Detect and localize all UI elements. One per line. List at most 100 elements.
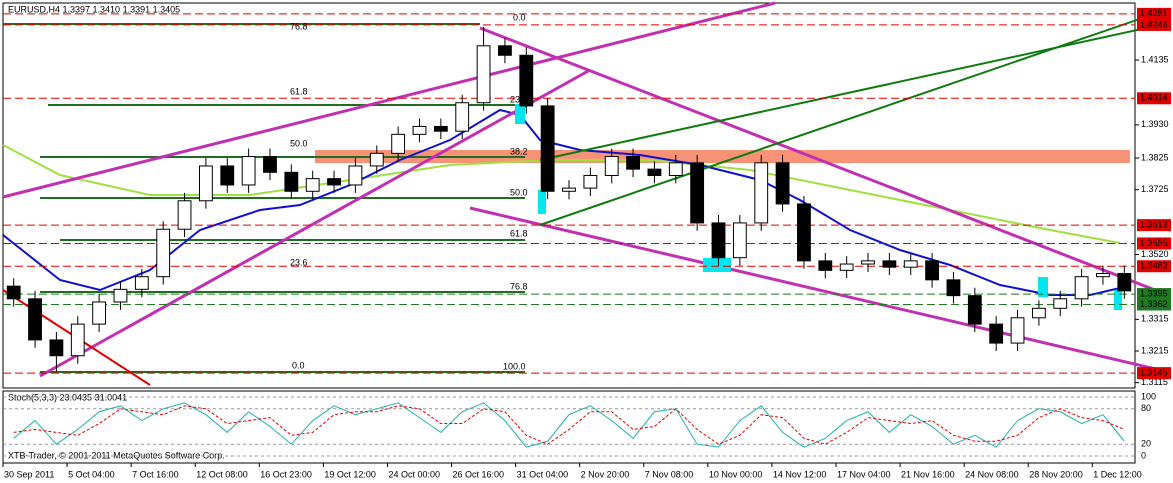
level-label: 1.3483 [1140,261,1168,271]
candle-body [220,165,235,186]
x-tick-label: 21 Nov 16:00 [901,469,955,479]
level-box [1137,288,1171,301]
candle-body [604,155,619,176]
level-label: 1.3395 [1140,288,1168,298]
candle-body [348,165,363,186]
level-box [1137,298,1171,311]
ma-line [2,108,1121,296]
fib-label: 0.0 [292,360,305,370]
x-tick-label: 24 Oct 00:00 [388,469,440,479]
y-tick-label: 100 [1141,391,1156,401]
highlights [515,104,1122,310]
x-tick-label: 17 Nov 04:00 [837,469,891,479]
x-tick-label: 28 Nov 20:00 [1029,469,1083,479]
candle-body [797,203,811,262]
fib-lines [3,23,525,373]
candle-body [198,165,213,202]
candle-body [1117,273,1132,292]
highlight [515,104,525,124]
candle-body [946,279,961,297]
x-tick-label: 14 Nov 12:00 [773,469,827,479]
y-tick-label: 1.3520 [1141,249,1169,259]
candle-body [284,171,299,192]
candle-body [562,187,576,192]
level-label: 1.3555 [1140,238,1168,248]
candle-body [92,301,107,325]
candle-body [668,162,683,176]
y-tick-label: 0 [1141,450,1146,460]
level-label: 1.4014 [1140,93,1168,103]
candle-body [690,162,705,224]
fib-label: 61.8 [290,86,308,96]
copyright: XTB-Trader, © 2001-2011 MetaQuotes Softw… [8,450,225,460]
candle-body [305,178,320,192]
x-tick-label: 16 Oct 23:00 [260,469,312,479]
stoch-line [13,402,1125,448]
x-tick-label: 5 Oct 04:00 [68,469,115,479]
y-tick-label: 1.4135 [1141,54,1169,64]
candle-body [391,133,406,154]
level-box [1137,92,1171,105]
trend-line [39,68,591,378]
level-label: 1.3362 [1140,299,1168,309]
level-box [1137,367,1171,380]
fib-label: 23.6 [510,94,528,104]
candle-body [989,323,1004,344]
x-tick-label: 7 Nov 08:00 [645,469,694,479]
x-tick-label: 12 Oct 08:00 [196,469,248,479]
candle-body [156,228,171,278]
y-tick-label: 1.3930 [1141,119,1169,129]
candle-body [49,339,64,357]
candle-body [28,298,42,341]
candle-body [540,105,555,192]
x-tick-label: 1 Dec 12:00 [1093,469,1142,479]
channel-lines [539,11,1161,226]
candle-body [754,162,769,224]
fib-label: 76.8 [290,21,308,31]
candle-body [134,276,149,290]
x-tick-label: 30 Sep 2011 [4,469,54,479]
y-tick-label: 1.3315 [1141,314,1169,324]
level-label: 1.3145 [1140,368,1168,378]
trend-line [469,206,1161,372]
candle-body [369,152,384,167]
candle-body [519,54,534,107]
x-tick-label: 24 Nov 08:00 [965,469,1019,479]
x-tick-label: 10 Nov 00:00 [709,469,763,479]
fib-label: 50.0 [510,187,528,197]
trend-line [539,24,1161,161]
fib-label: 100.0 [503,361,526,371]
fib-label: 38.2 [510,146,528,156]
candle-body [711,222,726,259]
stoch-panel [2,390,1136,464]
candle-body [818,260,833,271]
candle-body [647,168,662,176]
candle-body [455,102,470,132]
candle-body [967,295,982,325]
candle-body [626,155,640,170]
level-box [1137,237,1171,250]
y-tick-label: 1.3825 [1141,152,1169,162]
candle-body [775,162,790,205]
highlight [1038,277,1048,297]
candle-body [1074,276,1089,300]
fib-label: 76.8 [510,281,528,291]
candle-body [1096,273,1110,278]
level-box [1137,219,1171,232]
level-label: 1.4246 [1140,19,1168,29]
chart-title: EURUSD,H4 1.3397 1.3410 1.3391 1.3405 [8,4,180,14]
y-tick-label: 80 [1141,403,1151,413]
stoch-line [13,405,1125,445]
stoch-title: Stoch(5,3,3) 23.0435 31.0041 [8,392,127,402]
candle-body [861,260,875,265]
candle-body [732,222,747,259]
trend-line [479,26,1161,294]
level-box [1137,7,1171,20]
candle-body [241,155,256,186]
trend-lines [2,1,1161,378]
level-label: 1.3613 [1140,219,1168,229]
x-tick-label: 31 Oct 04:00 [517,469,569,479]
level-label: 1.4281 [1140,8,1168,18]
candle-body [70,323,85,357]
